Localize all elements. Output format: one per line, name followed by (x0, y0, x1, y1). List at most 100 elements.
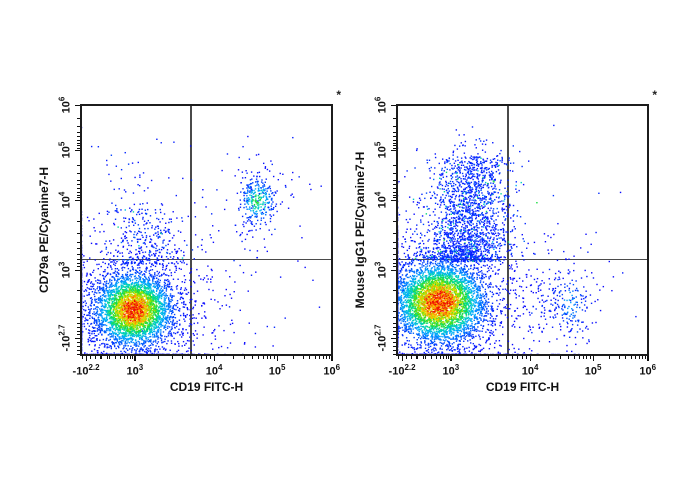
y-major-tick (391, 199, 396, 201)
y-minor-tick (77, 317, 80, 319)
x-minor-tick (423, 356, 425, 359)
y-tick-label: 104 (57, 191, 73, 209)
y-major-tick (75, 104, 80, 106)
x-minor-tick (397, 356, 399, 359)
x-minor-tick (158, 356, 160, 359)
y-minor-tick (393, 147, 396, 149)
x-axis-title: CD19 FITC-H (169, 380, 244, 394)
x-minor-tick (129, 356, 131, 359)
x-minor-tick (430, 356, 432, 359)
y-tick-label: 104 (373, 191, 389, 209)
x-major-tick (134, 356, 136, 361)
x-major-tick (276, 356, 279, 361)
y-tick-label: 105 (373, 141, 389, 159)
y-major-tick (75, 269, 80, 272)
scatter-density-canvas (396, 104, 649, 356)
y-minor-tick (77, 302, 80, 304)
x-minor-tick (548, 356, 550, 359)
y-minor-tick (77, 290, 80, 292)
y-minor-tick (393, 232, 396, 234)
x-minor-tick (266, 356, 268, 359)
y-minor-tick (77, 327, 80, 329)
y-minor-tick (393, 331, 396, 332)
y-minor-tick (77, 322, 80, 324)
y-minor-tick (393, 131, 396, 133)
x-minor-tick (322, 356, 324, 359)
flow-plot-cd79a-vs-cd19: -102.2 103 104 105 106 106 105 104 103 -102.7 * … (37, 88, 341, 394)
x-minor-tick (521, 356, 523, 359)
x-minor-tick (439, 356, 441, 359)
y-axis-ticks: 106 105 104 103 -102.7 (40, 97, 80, 356)
x-tick-label: 106 (323, 363, 341, 378)
y-minor-tick (393, 184, 396, 186)
y-minor-tick (77, 173, 80, 175)
y-minor-tick (393, 346, 396, 348)
x-minor-tick (325, 356, 327, 359)
y-minor-tick (77, 258, 80, 260)
x-minor-tick (172, 356, 174, 359)
y-minor-tick (393, 139, 396, 141)
x-minor-tick (309, 356, 311, 359)
x-minor-tick (126, 356, 128, 359)
y-minor-tick (393, 317, 396, 319)
y-minor-tick (77, 194, 80, 196)
x-minor-tick (209, 356, 211, 359)
y-minor-tick (77, 342, 80, 344)
y-minor-tick (77, 248, 80, 250)
x-minor-tick (182, 356, 184, 359)
x-minor-tick (232, 356, 234, 359)
x-minor-tick (270, 356, 272, 359)
x-major-tick (331, 356, 333, 361)
y-tick-label: 103 (373, 261, 389, 279)
y-minor-tick (77, 197, 80, 199)
y-major-tick (75, 199, 80, 201)
y-minor-tick (77, 266, 80, 268)
x-minor-tick (445, 356, 447, 359)
x-minor-tick (273, 356, 275, 359)
x-minor-tick (100, 356, 102, 359)
x-minor-tick (618, 356, 620, 359)
x-minor-tick (189, 356, 191, 359)
x-major-tick (85, 356, 88, 361)
y-minor-tick (393, 136, 396, 138)
x-minor-tick (411, 356, 413, 359)
y-minor-tick (77, 254, 80, 256)
x-minor-tick (201, 356, 203, 359)
y-axis-title: Mouse IgG1 PE/Cyanine7-H (353, 151, 367, 309)
x-major-tick (592, 356, 595, 361)
x-minor-tick (108, 356, 110, 359)
y-minor-tick (77, 334, 80, 336)
x-tick-label: 103 (442, 363, 460, 378)
x-minor-tick (498, 356, 500, 359)
y-minor-tick (393, 188, 396, 190)
y-major-tick (391, 149, 396, 152)
y-tick-label: -102.7 (373, 324, 389, 352)
x-minor-tick (448, 356, 450, 359)
y-minor-tick (393, 327, 396, 329)
y-minor-tick (393, 342, 396, 344)
y-axis-ticks: 106 105 104 103 -102.7 (356, 97, 396, 356)
x-major-tick (213, 356, 216, 361)
x-major-tick (647, 356, 649, 361)
x-minor-tick (512, 356, 514, 359)
y-minor-tick (393, 248, 396, 250)
x-minor-tick (505, 356, 507, 359)
significance-asterisk: * (652, 88, 657, 102)
y-minor-tick (77, 220, 80, 222)
x-minor-tick (488, 356, 490, 359)
y-minor-tick (393, 262, 396, 264)
y-minor-tick (77, 179, 80, 181)
y-tick-label: 105 (57, 141, 73, 159)
y-minor-tick (393, 194, 396, 196)
x-minor-tick (119, 356, 121, 359)
x-minor-tick (442, 356, 444, 359)
x-minor-tick (319, 356, 321, 359)
y-minor-tick (393, 173, 396, 175)
y-minor-tick (77, 139, 80, 141)
x-axis-ticks: -102.2 103 104 105 106 (389, 356, 656, 396)
x-minor-tick (559, 356, 561, 359)
x-minor-tick (257, 356, 259, 359)
x-minor-tick (625, 356, 627, 359)
y-minor-tick (77, 136, 80, 138)
x-major-tick (529, 356, 532, 361)
